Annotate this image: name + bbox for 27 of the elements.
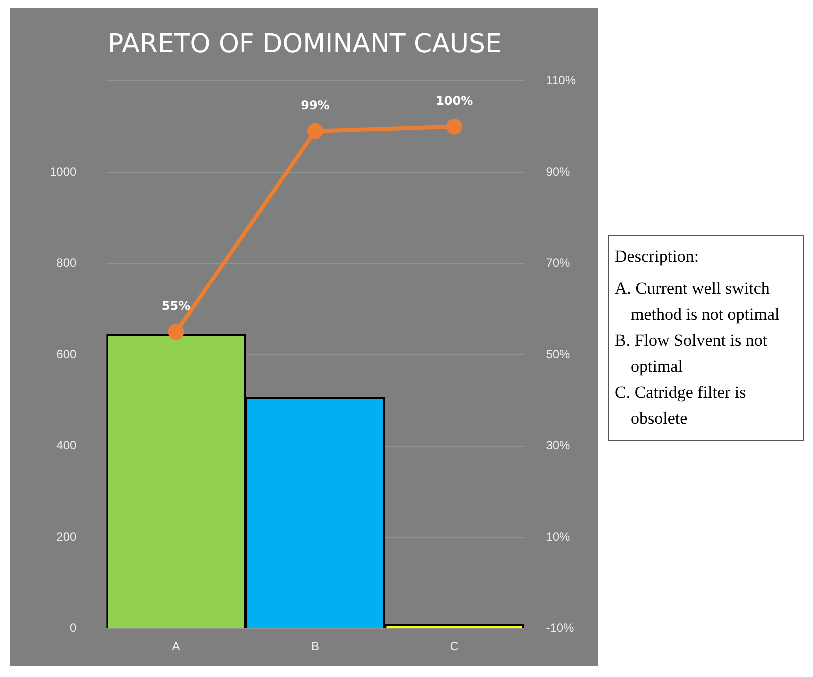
y-tick-label: 400	[56, 438, 78, 453]
y2-tick-label: 30%	[546, 438, 571, 453]
y2-tick-label: 90%	[546, 164, 571, 179]
data-label: 100%	[436, 94, 474, 108]
y-tick-label: 800	[56, 256, 78, 270]
y-tick-label: 200	[56, 530, 78, 544]
point	[446, 118, 463, 135]
text: B. Flow Solvent is not optimal	[615, 330, 769, 378]
text: Description:	[615, 246, 700, 268]
y-tick-label: 1000	[50, 164, 78, 179]
x-tick-label: A	[172, 639, 180, 654]
chart-title: PARETO OF DOMINANT CAUSE	[108, 29, 502, 60]
y-tick-label: 0	[70, 621, 78, 636]
point	[307, 123, 324, 140]
y2-tick-label: 110%	[546, 74, 576, 88]
y2-tick-label: 50%	[546, 347, 571, 362]
y2-tick-label: -10%	[546, 621, 575, 636]
data-label: 55%	[162, 299, 191, 314]
y2-tick-label: 10%	[546, 530, 571, 544]
y-tick-label: 600	[56, 347, 78, 362]
text: C. Catridge filter is obsolete	[615, 382, 748, 430]
x-tick-label: C	[450, 639, 460, 654]
text: A. Current well switch method is not optimal	[615, 278, 781, 326]
point	[168, 324, 184, 340]
y2-tick-label: 70%	[546, 256, 571, 270]
x-tick-label: B	[311, 639, 320, 654]
data-label: 99%	[301, 98, 330, 112]
